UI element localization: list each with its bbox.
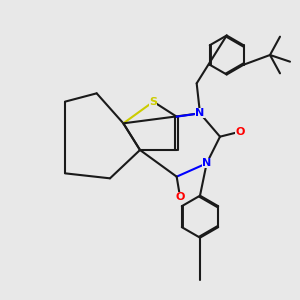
Text: O: O [175,192,185,202]
Text: S: S [149,97,157,107]
Text: O: O [235,127,245,137]
Text: N: N [195,108,205,118]
Text: N: N [202,158,211,168]
